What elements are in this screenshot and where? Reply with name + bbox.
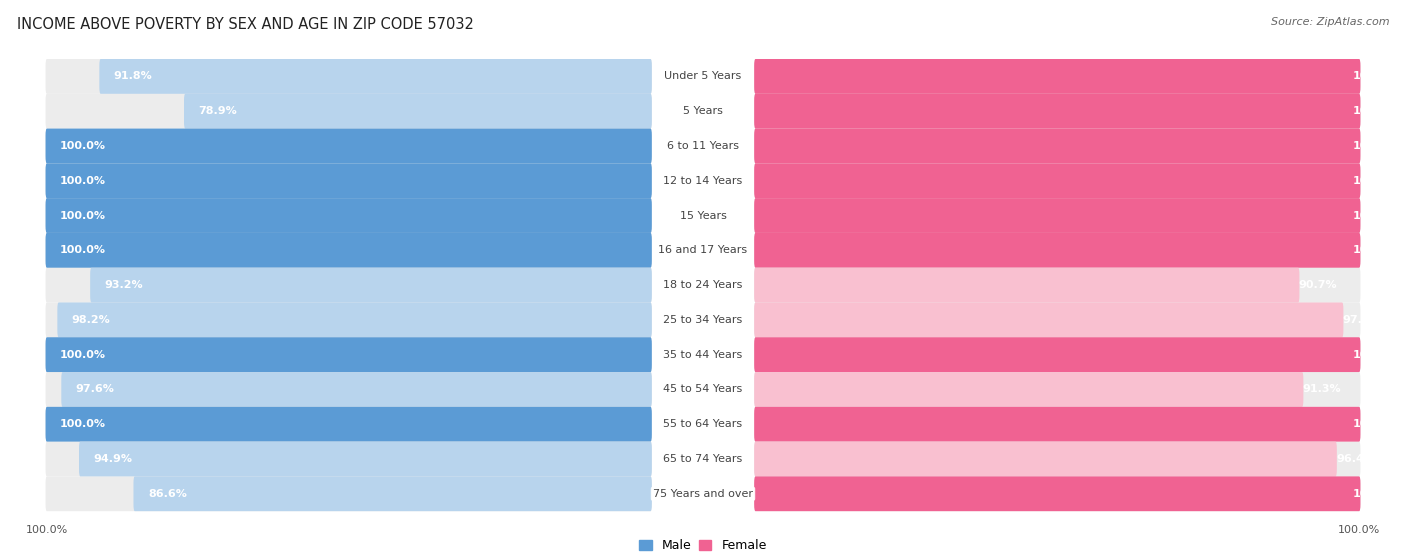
- FancyBboxPatch shape: [45, 337, 652, 372]
- FancyBboxPatch shape: [90, 268, 652, 302]
- FancyBboxPatch shape: [58, 302, 652, 337]
- Text: 100.0%: 100.0%: [1353, 419, 1399, 429]
- FancyBboxPatch shape: [45, 442, 652, 476]
- Text: 55 to 64 Years: 55 to 64 Years: [664, 419, 742, 429]
- Text: 97.4%: 97.4%: [1343, 315, 1382, 325]
- Text: 15 Years: 15 Years: [679, 211, 727, 221]
- Text: 86.6%: 86.6%: [148, 489, 187, 499]
- FancyBboxPatch shape: [45, 233, 652, 268]
- FancyBboxPatch shape: [754, 94, 1361, 129]
- Text: 100.0%: 100.0%: [1353, 141, 1399, 151]
- Text: 78.9%: 78.9%: [198, 106, 238, 116]
- FancyBboxPatch shape: [45, 198, 652, 233]
- Text: 94.9%: 94.9%: [93, 454, 132, 464]
- FancyBboxPatch shape: [754, 59, 1361, 94]
- FancyBboxPatch shape: [754, 442, 1337, 476]
- Text: 25 to 34 Years: 25 to 34 Years: [664, 315, 742, 325]
- Text: 100.0%: 100.0%: [60, 419, 105, 429]
- FancyBboxPatch shape: [754, 198, 1361, 233]
- Text: 100.0%: 100.0%: [1353, 349, 1399, 359]
- FancyBboxPatch shape: [45, 129, 652, 163]
- Text: 100.0%: 100.0%: [1353, 106, 1399, 116]
- Text: 100.0%: 100.0%: [1353, 245, 1399, 255]
- FancyBboxPatch shape: [754, 59, 1361, 94]
- Text: 6 to 11 Years: 6 to 11 Years: [666, 141, 740, 151]
- FancyBboxPatch shape: [754, 163, 1361, 198]
- FancyBboxPatch shape: [45, 476, 652, 511]
- FancyBboxPatch shape: [754, 268, 1299, 302]
- Text: 45 to 54 Years: 45 to 54 Years: [664, 385, 742, 395]
- FancyBboxPatch shape: [754, 129, 1361, 163]
- FancyBboxPatch shape: [45, 233, 652, 268]
- FancyBboxPatch shape: [754, 372, 1303, 407]
- FancyBboxPatch shape: [45, 94, 652, 129]
- Text: 97.6%: 97.6%: [76, 385, 115, 395]
- Legend: Male, Female: Male, Female: [636, 536, 770, 556]
- Text: 65 to 74 Years: 65 to 74 Years: [664, 454, 742, 464]
- FancyBboxPatch shape: [45, 163, 652, 198]
- FancyBboxPatch shape: [45, 407, 652, 442]
- FancyBboxPatch shape: [754, 94, 1361, 129]
- FancyBboxPatch shape: [754, 372, 1361, 407]
- Text: 93.2%: 93.2%: [104, 280, 143, 290]
- FancyBboxPatch shape: [754, 442, 1361, 476]
- FancyBboxPatch shape: [754, 233, 1361, 268]
- Text: 100.0%: 100.0%: [60, 349, 105, 359]
- FancyBboxPatch shape: [754, 198, 1361, 233]
- Text: 16 and 17 Years: 16 and 17 Years: [658, 245, 748, 255]
- Text: 100.0%: 100.0%: [1353, 72, 1399, 82]
- Text: 12 to 14 Years: 12 to 14 Years: [664, 176, 742, 186]
- FancyBboxPatch shape: [754, 129, 1361, 163]
- Text: 18 to 24 Years: 18 to 24 Years: [664, 280, 742, 290]
- Text: 100.0%: 100.0%: [60, 141, 105, 151]
- FancyBboxPatch shape: [754, 337, 1361, 372]
- FancyBboxPatch shape: [134, 476, 652, 511]
- FancyBboxPatch shape: [45, 407, 652, 442]
- FancyBboxPatch shape: [754, 233, 1361, 268]
- FancyBboxPatch shape: [45, 59, 652, 94]
- FancyBboxPatch shape: [79, 442, 652, 476]
- FancyBboxPatch shape: [100, 59, 652, 94]
- FancyBboxPatch shape: [45, 302, 652, 337]
- FancyBboxPatch shape: [45, 163, 652, 198]
- FancyBboxPatch shape: [754, 476, 1361, 511]
- FancyBboxPatch shape: [184, 94, 652, 129]
- FancyBboxPatch shape: [754, 476, 1361, 511]
- FancyBboxPatch shape: [45, 372, 652, 407]
- FancyBboxPatch shape: [45, 129, 652, 163]
- FancyBboxPatch shape: [62, 372, 652, 407]
- FancyBboxPatch shape: [754, 268, 1361, 302]
- FancyBboxPatch shape: [754, 302, 1343, 337]
- Text: 100.0%: 100.0%: [60, 176, 105, 186]
- Text: 90.7%: 90.7%: [1299, 280, 1337, 290]
- FancyBboxPatch shape: [45, 268, 652, 302]
- Text: 100.0%: 100.0%: [1353, 489, 1399, 499]
- Text: 100.0%: 100.0%: [60, 211, 105, 221]
- Text: 91.3%: 91.3%: [1303, 385, 1341, 395]
- Text: 35 to 44 Years: 35 to 44 Years: [664, 349, 742, 359]
- FancyBboxPatch shape: [754, 302, 1361, 337]
- Text: 100.0%: 100.0%: [1353, 211, 1399, 221]
- Text: Source: ZipAtlas.com: Source: ZipAtlas.com: [1271, 17, 1389, 27]
- FancyBboxPatch shape: [45, 337, 652, 372]
- Text: Under 5 Years: Under 5 Years: [665, 72, 741, 82]
- Text: 5 Years: 5 Years: [683, 106, 723, 116]
- Text: INCOME ABOVE POVERTY BY SEX AND AGE IN ZIP CODE 57032: INCOME ABOVE POVERTY BY SEX AND AGE IN Z…: [17, 17, 474, 32]
- FancyBboxPatch shape: [754, 407, 1361, 442]
- Text: 96.4%: 96.4%: [1336, 454, 1375, 464]
- FancyBboxPatch shape: [754, 163, 1361, 198]
- Text: 91.8%: 91.8%: [114, 72, 152, 82]
- Text: 75 Years and over: 75 Years and over: [652, 489, 754, 499]
- FancyBboxPatch shape: [754, 337, 1361, 372]
- FancyBboxPatch shape: [754, 407, 1361, 442]
- Text: 100.0%: 100.0%: [60, 245, 105, 255]
- FancyBboxPatch shape: [45, 198, 652, 233]
- Text: 100.0%: 100.0%: [1353, 176, 1399, 186]
- Text: 98.2%: 98.2%: [72, 315, 111, 325]
